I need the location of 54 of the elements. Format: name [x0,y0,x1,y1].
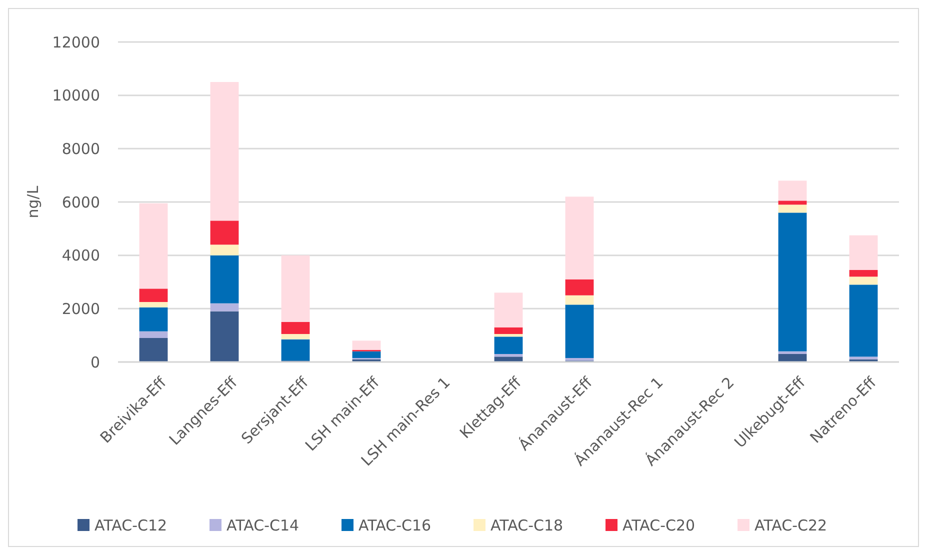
bar [849,284,878,357]
bar [139,302,168,308]
bar [778,212,807,352]
bar [281,339,310,361]
bar [210,244,239,256]
bar [494,354,523,357]
legend-label: ATAC-C12 [94,516,168,534]
legend-label: ATAC-C22 [754,516,828,534]
bar [352,351,381,358]
bar [778,354,807,362]
bar [139,338,168,362]
bar [281,322,310,334]
bar [494,356,523,362]
y-tick-label: 12000 [52,33,100,52]
bar [139,203,168,289]
y-axis-title: ng/L [24,185,42,218]
y-tick-label: 8000 [62,140,100,158]
bar [778,200,807,205]
legend-label: ATAC-C14 [226,516,300,534]
y-tick-label: 10000 [52,86,100,105]
legend-label: ATAC-C16 [358,516,432,534]
bar [494,292,523,328]
bar [281,255,310,322]
bar [210,220,239,245]
bar [281,334,310,340]
legend-label: ATAC-C18 [490,516,564,534]
bar [139,331,168,338]
bar [494,334,523,337]
bar [139,288,168,302]
bar [778,351,807,354]
bar [494,336,523,354]
bar [494,327,523,334]
bar [139,307,168,332]
y-tick-label: 6000 [62,193,100,212]
bar [210,311,239,362]
y-tick-label: 2000 [62,300,100,318]
bar [210,82,239,221]
bar [849,235,878,270]
bar [352,340,381,350]
bar [565,358,594,361]
bar [565,196,594,280]
y-tick-label: 0 [90,353,100,372]
bar [778,180,807,201]
legend-label: ATAC-C20 [622,516,696,534]
bar [565,279,594,296]
bar [778,204,807,213]
bar [210,255,239,304]
bar [849,276,878,285]
bar [849,356,878,360]
bar [210,303,239,312]
bar [849,270,878,277]
bar [565,304,594,358]
bar [565,295,594,305]
y-tick-label: 4000 [62,246,100,265]
